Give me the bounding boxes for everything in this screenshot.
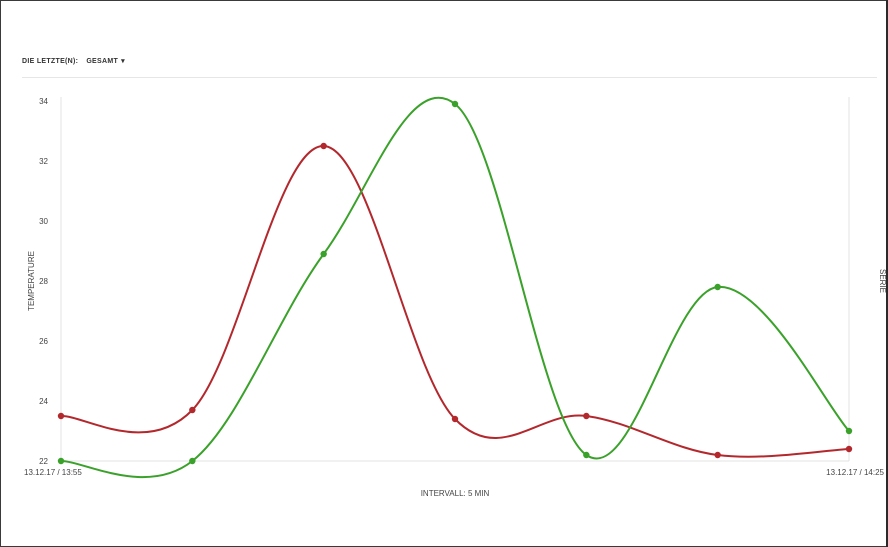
x-tick-label: 13.12.17 / 13:55 bbox=[24, 468, 82, 477]
y-tick-label: 24 bbox=[39, 397, 48, 406]
series-1-point bbox=[845, 445, 853, 453]
time-range-label: DIE LETZTE(N): bbox=[22, 57, 79, 65]
time-range-toolbar: DIE LETZTE(N): GESAMT ▾ bbox=[22, 57, 125, 66]
series-2-point bbox=[451, 100, 459, 108]
series-2-point bbox=[714, 283, 721, 291]
series-1-point bbox=[57, 412, 65, 420]
series-2-point bbox=[583, 451, 590, 459]
chart-axes bbox=[60, 97, 850, 462]
y2-axis-title: SERIE bbox=[878, 269, 887, 293]
series-2-point bbox=[189, 457, 196, 465]
series-1-point bbox=[451, 415, 459, 423]
x-tick-label: 13.12.17 / 14:25 bbox=[826, 468, 884, 477]
series-1-point bbox=[189, 406, 196, 414]
chart-series bbox=[57, 96, 853, 479]
y-tick-label: 28 bbox=[39, 277, 48, 286]
series-line-1 bbox=[60, 144, 850, 458]
series-1-point bbox=[583, 412, 590, 420]
series-1-point bbox=[320, 142, 327, 150]
y-tick-label: 32 bbox=[39, 157, 48, 166]
series-2-point bbox=[57, 457, 65, 465]
series-line-2 bbox=[60, 96, 850, 479]
chart-labels: 22 24 26 28 30 32 34 13.12.17 / 13:55 13.12.17 /… bbox=[24, 97, 887, 498]
y-tick-label: 22 bbox=[39, 457, 48, 466]
chevron-down-icon: ▾ bbox=[121, 58, 125, 65]
y-axis-title: TEMPERATURE bbox=[27, 251, 36, 311]
time-range-dropdown[interactable]: GESAMT ▾ bbox=[86, 57, 125, 66]
series-2-point bbox=[320, 250, 327, 258]
window-edge bbox=[886, 0, 888, 547]
y-tick-label: 26 bbox=[39, 337, 48, 346]
toolbar-divider bbox=[22, 77, 877, 78]
time-range-value: GESAMT bbox=[86, 57, 119, 65]
series-1-point bbox=[714, 451, 721, 459]
y-tick-label: 34 bbox=[39, 97, 48, 106]
x-axis-title: INTERVALL: 5 MIN bbox=[421, 489, 490, 498]
y-tick-label: 30 bbox=[39, 217, 48, 226]
series-2-point bbox=[845, 427, 853, 435]
